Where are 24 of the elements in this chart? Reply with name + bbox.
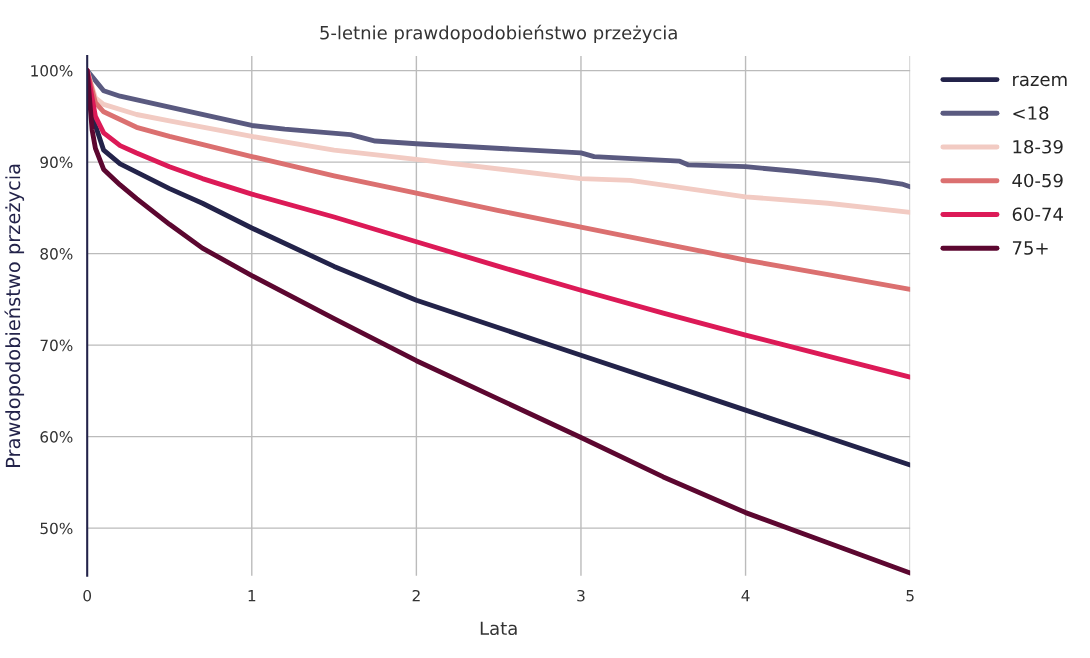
line-series (87, 68, 911, 576)
x-tick-label: 2 (412, 589, 420, 602)
x-tick-label: 5 (906, 590, 914, 602)
legend-label: 40-59 (1012, 173, 1063, 188)
y-tick-label: 90% (40, 156, 73, 169)
y-axis-title: Prawdopodobieństwo przeżycia (4, 164, 25, 467)
y-tick-label: 50% (40, 522, 73, 535)
legend-label: 18-39 (1013, 139, 1063, 154)
legend-label: razem (1013, 75, 1067, 87)
x-tick-label: 1 (248, 590, 256, 602)
legend-label: 60-74 (1012, 207, 1063, 222)
legend-label: <18 (1013, 106, 1049, 120)
y-tick-label: 70% (40, 339, 73, 352)
x-tick-label: 0 (83, 589, 92, 602)
legend-label: 75+ (1012, 241, 1048, 255)
y-tick-label: 80% (40, 248, 73, 260)
chart-title: 5-letnie prawdopodobieństwo przeżycia (320, 24, 677, 44)
line-series (87, 68, 911, 380)
line-series (87, 68, 911, 190)
x-axis-title: Lata (480, 621, 517, 636)
y-tick-label: 60% (40, 431, 73, 443)
y-tick-label: 100% (31, 65, 73, 77)
x-tick-label: 4 (741, 590, 750, 602)
x-tick-label: 3 (577, 589, 585, 602)
